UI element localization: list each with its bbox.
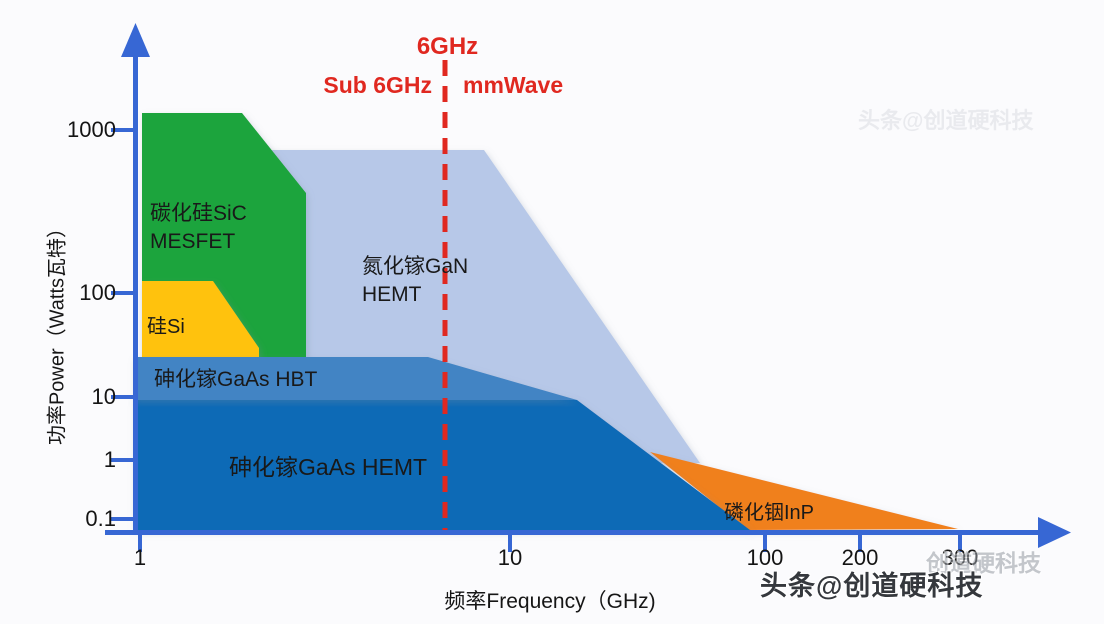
region-si bbox=[142, 281, 259, 361]
mmwave-label: mmWave bbox=[463, 72, 564, 98]
x-tick-label-300: 300 bbox=[941, 545, 979, 570]
x-tick-label-10: 10 bbox=[497, 545, 523, 570]
y-tick-label-1000: 1000 bbox=[67, 117, 116, 142]
region-label-gaas-hemt: 砷化镓GaAs HEMT bbox=[229, 454, 428, 480]
region-gaas-hbt bbox=[133, 357, 577, 400]
sic-label-line1: 碳化硅SiC bbox=[150, 202, 247, 225]
six-ghz-label: 6GHz bbox=[416, 33, 479, 60]
region-gaas-hemt bbox=[133, 400, 750, 530]
x-tick-label-200: 200 bbox=[841, 545, 879, 570]
x-tick-label-1: 1 bbox=[133, 545, 147, 570]
x-axis-title: 频率Frequency（GHz) bbox=[444, 590, 656, 613]
sub-6ghz-label: Sub 6GHz bbox=[323, 72, 432, 98]
region-inp bbox=[650, 452, 958, 530]
y-tick-label-1: 1 bbox=[103, 447, 116, 472]
x-tick-label-100: 100 bbox=[746, 545, 784, 570]
x-axis-arrow-icon bbox=[1038, 517, 1071, 548]
axes-group bbox=[105, 23, 1071, 552]
region-label-inp: 磷化铟InP bbox=[724, 502, 815, 524]
region-label-sic-mesfet: 碳化硅SiC MESFET bbox=[150, 200, 247, 256]
region-label-gaas-hbt: 砷化镓GaAs HBT bbox=[154, 368, 318, 391]
gan-label-line1: 氮化镓GaN bbox=[362, 255, 469, 278]
y-axis-title: 功率Power（Watts瓦特） bbox=[46, 217, 69, 446]
watermark-main: 头条@创道硬科技 bbox=[760, 571, 984, 601]
region-label-si: 硅Si bbox=[147, 316, 185, 338]
y-tick-label-0-1: 0.1 bbox=[85, 506, 116, 531]
gan-label-line2: HEMT bbox=[362, 283, 422, 306]
watermark-top-right: 头条@创道硬科技 bbox=[858, 108, 1034, 133]
y-axis-arrow-icon bbox=[121, 23, 150, 57]
regions-group bbox=[133, 113, 958, 530]
region-label-gan-hemt: 氮化镓GaN HEMT bbox=[362, 253, 468, 309]
y-tick-label-10: 10 bbox=[91, 384, 116, 409]
y-tick-label-100: 100 bbox=[79, 280, 116, 305]
watermark-ghost: 创道硬科技 bbox=[926, 550, 1041, 576]
sic-label-line2: MESFET bbox=[150, 230, 236, 253]
